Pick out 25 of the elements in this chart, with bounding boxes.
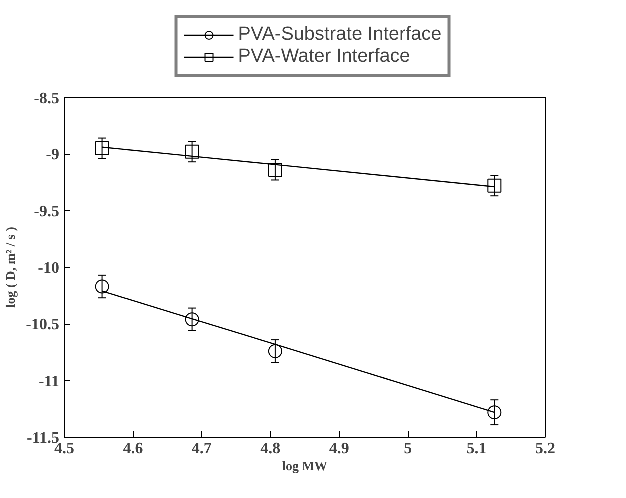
x-tick-label: 4.9 <box>329 440 350 458</box>
y-tick-label: -8.5 <box>34 90 60 108</box>
point <box>268 344 282 358</box>
y-tick-label: -9 <box>46 146 60 164</box>
point <box>268 163 282 178</box>
y-tick-label: -10.5 <box>26 316 60 334</box>
y-axis-title: log ( D, m² / s ) <box>3 227 18 308</box>
point <box>488 406 502 420</box>
x-tick-label: 4.8 <box>260 440 281 458</box>
point <box>488 178 502 193</box>
y-tick-label: -10 <box>38 260 60 277</box>
x-tick-label: 5 <box>404 440 412 458</box>
point <box>95 142 110 156</box>
point <box>95 280 110 294</box>
x-axis-title: log MW <box>282 458 328 474</box>
x-tick-label: 4.7 <box>192 440 212 458</box>
x-tick-label: 4.6 <box>123 440 144 458</box>
x-tick-label: 5.2 <box>536 440 556 458</box>
point <box>185 144 200 159</box>
x-tick-label: 5.1 <box>466 440 487 458</box>
legend-label: PVA-Water Interface <box>238 46 410 68</box>
y-tick-label: -11 <box>39 373 60 390</box>
point <box>185 312 200 327</box>
y-tick-label: -9.5 <box>34 203 60 220</box>
legend-label: PVA-Substrate Interface <box>238 24 442 46</box>
